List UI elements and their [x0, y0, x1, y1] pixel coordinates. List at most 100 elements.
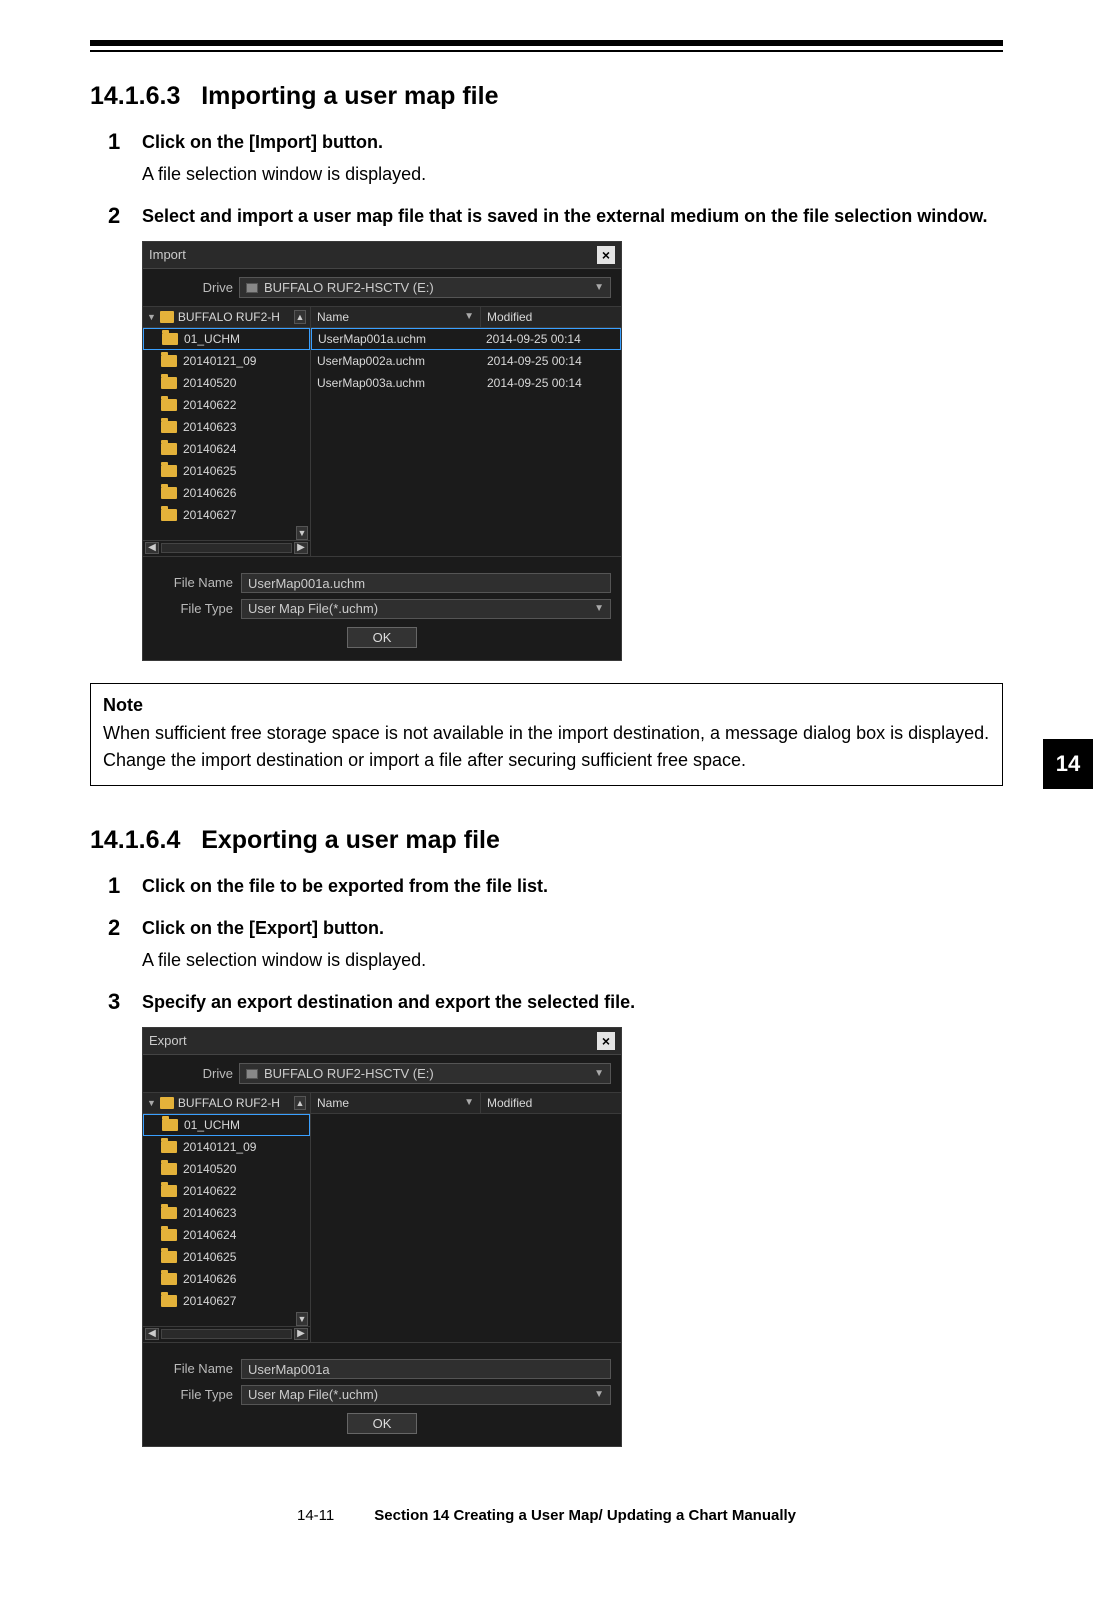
section1-step-2: 2 Select and import a user map file that… — [108, 203, 1003, 231]
folder-icon — [161, 355, 177, 367]
scroll-left-icon[interactable]: ◀ — [145, 1328, 159, 1340]
file-row[interactable]: UserMap003a.uchm2014-09-25 00:14 — [311, 372, 621, 394]
chevron-down-icon: ▼ — [594, 603, 604, 614]
chapter-tab-label: 14 — [1056, 751, 1080, 777]
section1-title: Importing a user map file — [201, 82, 498, 110]
disk-icon — [246, 283, 258, 293]
close-icon[interactable]: × — [597, 1032, 615, 1050]
folder-item[interactable]: 20140626 — [143, 482, 310, 504]
col-modified-label: Modified — [487, 310, 532, 324]
file-row[interactable]: UserMap001a.uchm2014-09-25 00:14 — [311, 328, 621, 350]
folder-item[interactable]: 20140520 — [143, 372, 310, 394]
filename-value: UserMap001a.uchm — [248, 576, 365, 591]
scroll-up-icon[interactable]: ▲ — [294, 310, 306, 324]
filename-input[interactable]: UserMap001a — [241, 1359, 611, 1379]
file-list: Name ▼ Modified — [311, 1093, 621, 1342]
file-row — [311, 1290, 621, 1312]
dialog-titlebar: Import × — [143, 242, 621, 269]
folder-item[interactable]: 20140622 — [143, 1180, 310, 1202]
folder-item[interactable]: 20140520 — [143, 1158, 310, 1180]
folder-item[interactable]: 20140623 — [143, 1202, 310, 1224]
folder-item[interactable]: 20140627 — [143, 1290, 310, 1312]
folder-root-label: BUFFALO RUF2-H — [178, 310, 280, 324]
folder-icon — [162, 333, 178, 345]
folder-tree: ▼ BUFFALO RUF2-H ▲ 01_UCHM20140121_09 201… — [143, 307, 311, 556]
scroll-left-icon[interactable]: ◀ — [145, 542, 159, 554]
page-number: 14-11 — [297, 1507, 334, 1524]
folder-icon — [161, 1229, 177, 1241]
close-icon[interactable]: × — [597, 246, 615, 264]
folder-item[interactable]: 20140624 — [143, 1224, 310, 1246]
step-title: Click on the [Import] button. — [142, 129, 1003, 157]
section2-step-3: 3 Specify an export destination and expo… — [108, 989, 1003, 1017]
scroll-up-icon[interactable]: ▲ — [294, 1096, 306, 1110]
scroll-down-icon[interactable]: ▼ — [296, 1312, 308, 1326]
scroll-right-icon[interactable]: ▶ — [294, 1328, 308, 1340]
export-dialog: Export × Drive BUFFALO RUF2-HSCTV (E:) ▼… — [142, 1027, 622, 1447]
file-name: UserMap003a.uchm — [311, 376, 481, 390]
folder-label: 01_UCHM — [184, 1118, 240, 1132]
folder-item[interactable]: 20140121_09 — [143, 1136, 310, 1158]
expand-icon[interactable]: ▼ — [147, 312, 156, 322]
scroll-right-icon[interactable]: ▶ — [294, 542, 308, 554]
note-line2: Change the import destination or import … — [103, 747, 990, 775]
folder-item[interactable]: 20140627 — [143, 504, 310, 526]
scroll-down-icon[interactable]: ▼ — [296, 526, 308, 540]
chevron-down-icon: ▼ — [594, 1068, 604, 1079]
file-row — [311, 394, 621, 416]
folder-label: 20140623 — [183, 420, 236, 434]
folder-root-label: BUFFALO RUF2-H — [178, 1096, 280, 1110]
drive-select[interactable]: BUFFALO RUF2-HSCTV (E:) ▼ — [239, 1063, 611, 1084]
step-text: A file selection window is displayed. — [142, 947, 1003, 975]
filetype-label: File Type — [153, 1387, 233, 1402]
file-row — [311, 1180, 621, 1202]
step-num: 1 — [108, 129, 142, 189]
drive-value: BUFFALO RUF2-HSCTV (E:) — [264, 1066, 434, 1081]
drive-select[interactable]: BUFFALO RUF2-HSCTV (E:) ▼ — [239, 277, 611, 298]
folder-item[interactable]: 20140626 — [143, 1268, 310, 1290]
folder-item[interactable]: 01_UCHM — [143, 328, 310, 350]
folder-item[interactable]: 20140625 — [143, 460, 310, 482]
folder-label: 20140622 — [183, 398, 236, 412]
h-scrollbar[interactable]: ◀ ▶ — [143, 540, 310, 556]
col-name[interactable]: Name ▼ — [311, 1093, 481, 1113]
ok-button[interactable]: OK — [347, 627, 417, 648]
filetype-select[interactable]: User Map File(*.uchm) ▼ — [241, 1385, 611, 1405]
folder-item[interactable]: 20140624 — [143, 438, 310, 460]
expand-icon[interactable]: ▼ — [147, 1098, 156, 1108]
step-num: 2 — [108, 203, 142, 231]
file-row — [311, 482, 621, 504]
h-scrollbar[interactable]: ◀ ▶ — [143, 1326, 310, 1342]
folder-label: 20140121_09 — [183, 1140, 256, 1154]
folder-label: 20140520 — [183, 1162, 236, 1176]
filename-input[interactable]: UserMap001a.uchm — [241, 573, 611, 593]
filename-value: UserMap001a — [248, 1362, 330, 1377]
scroll-track[interactable] — [161, 1329, 292, 1339]
step-num: 2 — [108, 915, 142, 975]
filename-label: File Name — [153, 1361, 233, 1376]
col-name[interactable]: Name ▼ — [311, 307, 481, 327]
file-modified: 2014-09-25 00:14 — [480, 332, 620, 346]
folder-label: 20140520 — [183, 376, 236, 390]
filetype-value: User Map File(*.uchm) — [248, 1387, 378, 1402]
folder-label: 20140626 — [183, 486, 236, 500]
folder-item[interactable]: 20140625 — [143, 1246, 310, 1268]
col-modified[interactable]: Modified — [481, 307, 621, 327]
note-box: Note When sufficient free storage space … — [90, 683, 1003, 787]
filetype-select[interactable]: User Map File(*.uchm) ▼ — [241, 599, 611, 619]
col-name-label: Name — [317, 1096, 349, 1110]
file-row[interactable]: UserMap002a.uchm2014-09-25 00:14 — [311, 350, 621, 372]
ok-button[interactable]: OK — [347, 1413, 417, 1434]
folder-label: 20140624 — [183, 1228, 236, 1242]
folder-label: 20140625 — [183, 1250, 236, 1264]
folder-icon — [160, 1097, 174, 1109]
folder-item[interactable]: 20140622 — [143, 394, 310, 416]
col-modified[interactable]: Modified — [481, 1093, 621, 1113]
folder-label: 20140624 — [183, 442, 236, 456]
scroll-track[interactable] — [161, 543, 292, 553]
filename-label: File Name — [153, 575, 233, 590]
folder-item[interactable]: 20140623 — [143, 416, 310, 438]
folder-item[interactable]: 01_UCHM — [143, 1114, 310, 1136]
folder-label: 20140623 — [183, 1206, 236, 1220]
folder-item[interactable]: 20140121_09 — [143, 350, 310, 372]
